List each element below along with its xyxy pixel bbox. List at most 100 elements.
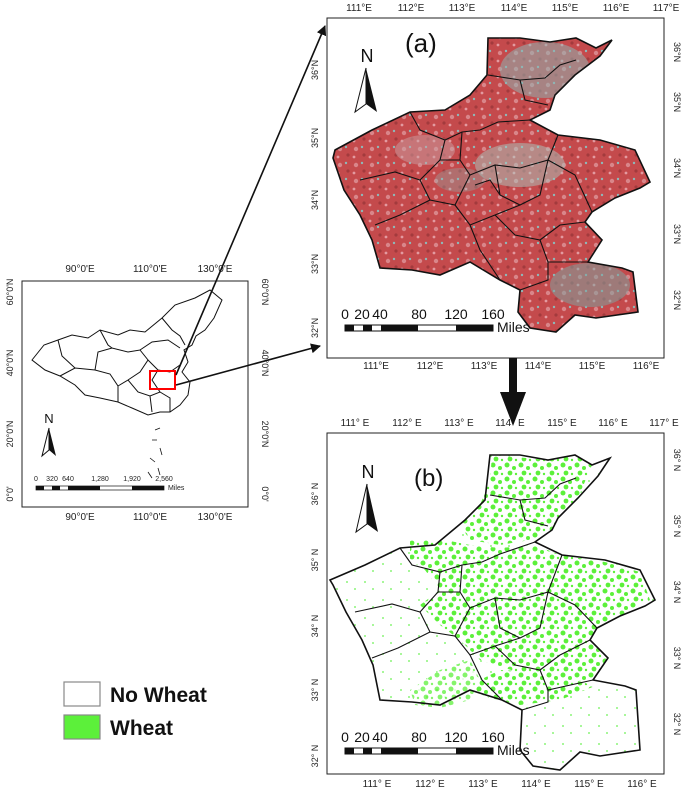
tick-label: 113° E — [468, 779, 498, 790]
scale-label: 0 — [341, 729, 349, 745]
map-b-left-ticks: 36° N 35° N 34° N 33° N 32° N — [310, 483, 320, 768]
study-area-box — [149, 370, 176, 390]
panel-label-b: (b) — [414, 465, 443, 492]
connector-arrows — [175, 25, 327, 386]
map-b-right-ticks: 36° N 35° N 34° N 33° N 32° N — [672, 449, 682, 736]
tick-label: 116° E — [627, 779, 657, 790]
scale-label: 0 — [341, 306, 349, 322]
province-outline — [332, 37, 652, 333]
tick-label: 115° E — [547, 418, 577, 429]
tick-label: 116°E — [603, 3, 630, 14]
tick-label: 117°E — [653, 3, 680, 14]
overview-frame — [21, 280, 249, 508]
scale-label: 40 — [372, 729, 388, 745]
tick-label: 32° N — [310, 745, 320, 768]
map-a-right-ticks: 36°N 35°N 34°N 33°N 32°N — [672, 42, 682, 310]
overview-bottom-ticks: 90°0'E 110°0'E 130°0'E — [65, 512, 232, 523]
scale-label: 120 — [444, 306, 468, 322]
tick-label: 90°0'E — [65, 512, 95, 523]
tick-label: 40°0'N — [260, 350, 270, 377]
tick-label: 35°N — [672, 92, 682, 112]
scale-label: 20 — [354, 306, 370, 322]
map-a-north-arrow: N — [354, 46, 377, 114]
overview-map: 90°0'E 110°0'E 130°0'E 90°0'E 110°0'E 13… — [5, 264, 270, 523]
map-a: 111°E 112°E 113°E 114°E 115°E 116°E 117°… — [310, 3, 682, 372]
tick-label: 32°N — [672, 290, 682, 310]
tick-label: 114° E — [495, 418, 525, 429]
tick-label: 34°N — [672, 158, 682, 178]
tick-label: 60°0'N — [260, 279, 270, 306]
tick-label: 111°E — [346, 3, 372, 14]
tick-label: 36° N — [672, 449, 682, 472]
scale-label: 160 — [481, 306, 505, 322]
tick-label: 116°E — [633, 361, 660, 372]
tick-label: 115°E — [579, 361, 606, 372]
tick-label: 90°0'E — [65, 264, 95, 275]
scale-label: 1,920 — [123, 476, 141, 483]
tick-label: 113° E — [444, 418, 474, 429]
map-b-north-arrow: N — [355, 462, 378, 534]
tick-label: 112°E — [398, 3, 425, 14]
arrow-overview-to-a-bottom — [175, 343, 321, 386]
scale-label: 120 — [444, 729, 468, 745]
legend-label: Wheat — [110, 717, 173, 740]
north-label: N — [44, 411, 53, 426]
wheat-area — [470, 670, 595, 705]
tick-label: 130°0'E — [198, 264, 233, 275]
wheat-area — [410, 660, 480, 708]
south-china-sea-islands — [147, 427, 163, 479]
legend-swatch-no-wheat — [63, 681, 101, 707]
north-label: N — [362, 462, 375, 482]
scale-label: 320 — [46, 476, 58, 483]
north-arrow-icon — [367, 484, 378, 532]
overview-north-arrow: N — [41, 411, 56, 458]
map-b-top-ticks: 111° E 112° E 113° E 114° E 115° E 116° … — [341, 418, 679, 429]
tick-label: 114°E — [525, 361, 552, 372]
scale-unit: Miles — [497, 742, 530, 758]
tick-label: 34° N — [310, 615, 320, 638]
north-arrow-icon — [49, 428, 56, 456]
legend-label: No Wheat — [110, 684, 207, 707]
tick-label: 111° E — [363, 779, 392, 790]
tick-label: 20°0'N — [5, 421, 15, 448]
tick-label: 116° E — [598, 418, 628, 429]
tick-label: 34°N — [310, 190, 320, 210]
tick-label: 114°E — [501, 3, 528, 14]
map-a-scale-bar: 0 20 40 80 120 160 Miles — [341, 306, 530, 335]
down-arrow-icon — [500, 392, 526, 426]
north-arrow-icon — [366, 68, 377, 112]
tick-label: 33°N — [310, 254, 320, 274]
map-b-scale-bar: 0 20 40 80 120 160 Miles — [341, 729, 530, 758]
overview-left-ticks: 60°0'N 40°0'N 20°0'N 0°0' — [5, 279, 15, 502]
tick-label: 36° N — [310, 483, 320, 506]
scale-label: 640 — [62, 476, 74, 483]
tick-label: 35° N — [310, 549, 320, 572]
overview-right-ticks: 60°0'N 40°0'N 20°0'N 0°0' — [260, 279, 270, 502]
tick-label: 36°N — [310, 60, 320, 80]
scale-label: 20 — [354, 729, 370, 745]
scale-unit: Miles — [497, 319, 530, 335]
scale-label: 80 — [411, 306, 427, 322]
tick-label: 35°N — [310, 128, 320, 148]
tick-label: 114° E — [521, 779, 551, 790]
tick-label: 36°N — [672, 42, 682, 62]
tick-label: 0°0' — [260, 486, 270, 502]
prefecture-boundaries — [359, 59, 593, 291]
map-b: 111° E 112° E 113° E 114° E 115° E 116° … — [310, 418, 682, 790]
tick-label: 33° N — [672, 647, 682, 670]
tick-label: 112° E — [392, 418, 422, 429]
tick-label: 130°0'E — [198, 512, 233, 523]
tick-label: 113°E — [471, 361, 498, 372]
tick-label: 110°0'E — [133, 264, 167, 275]
tick-label: 112° E — [415, 779, 445, 790]
legend: No Wheat Wheat — [63, 681, 207, 740]
map-a-top-ticks: 111°E 112°E 113°E 114°E 115°E 116°E 117°… — [346, 3, 680, 14]
tick-label: 20°0'N — [260, 421, 270, 448]
arrow-overview-to-a-top — [175, 25, 327, 376]
overview-scale-bar: 0 320 640 1,280 1,920 2,560 Miles — [34, 476, 185, 492]
north-label: N — [361, 46, 374, 66]
panel-label-a: (a) — [405, 28, 437, 58]
scale-label: 80 — [411, 729, 427, 745]
tick-label: 117° E — [649, 418, 679, 429]
scale-unit: Miles — [168, 485, 185, 492]
